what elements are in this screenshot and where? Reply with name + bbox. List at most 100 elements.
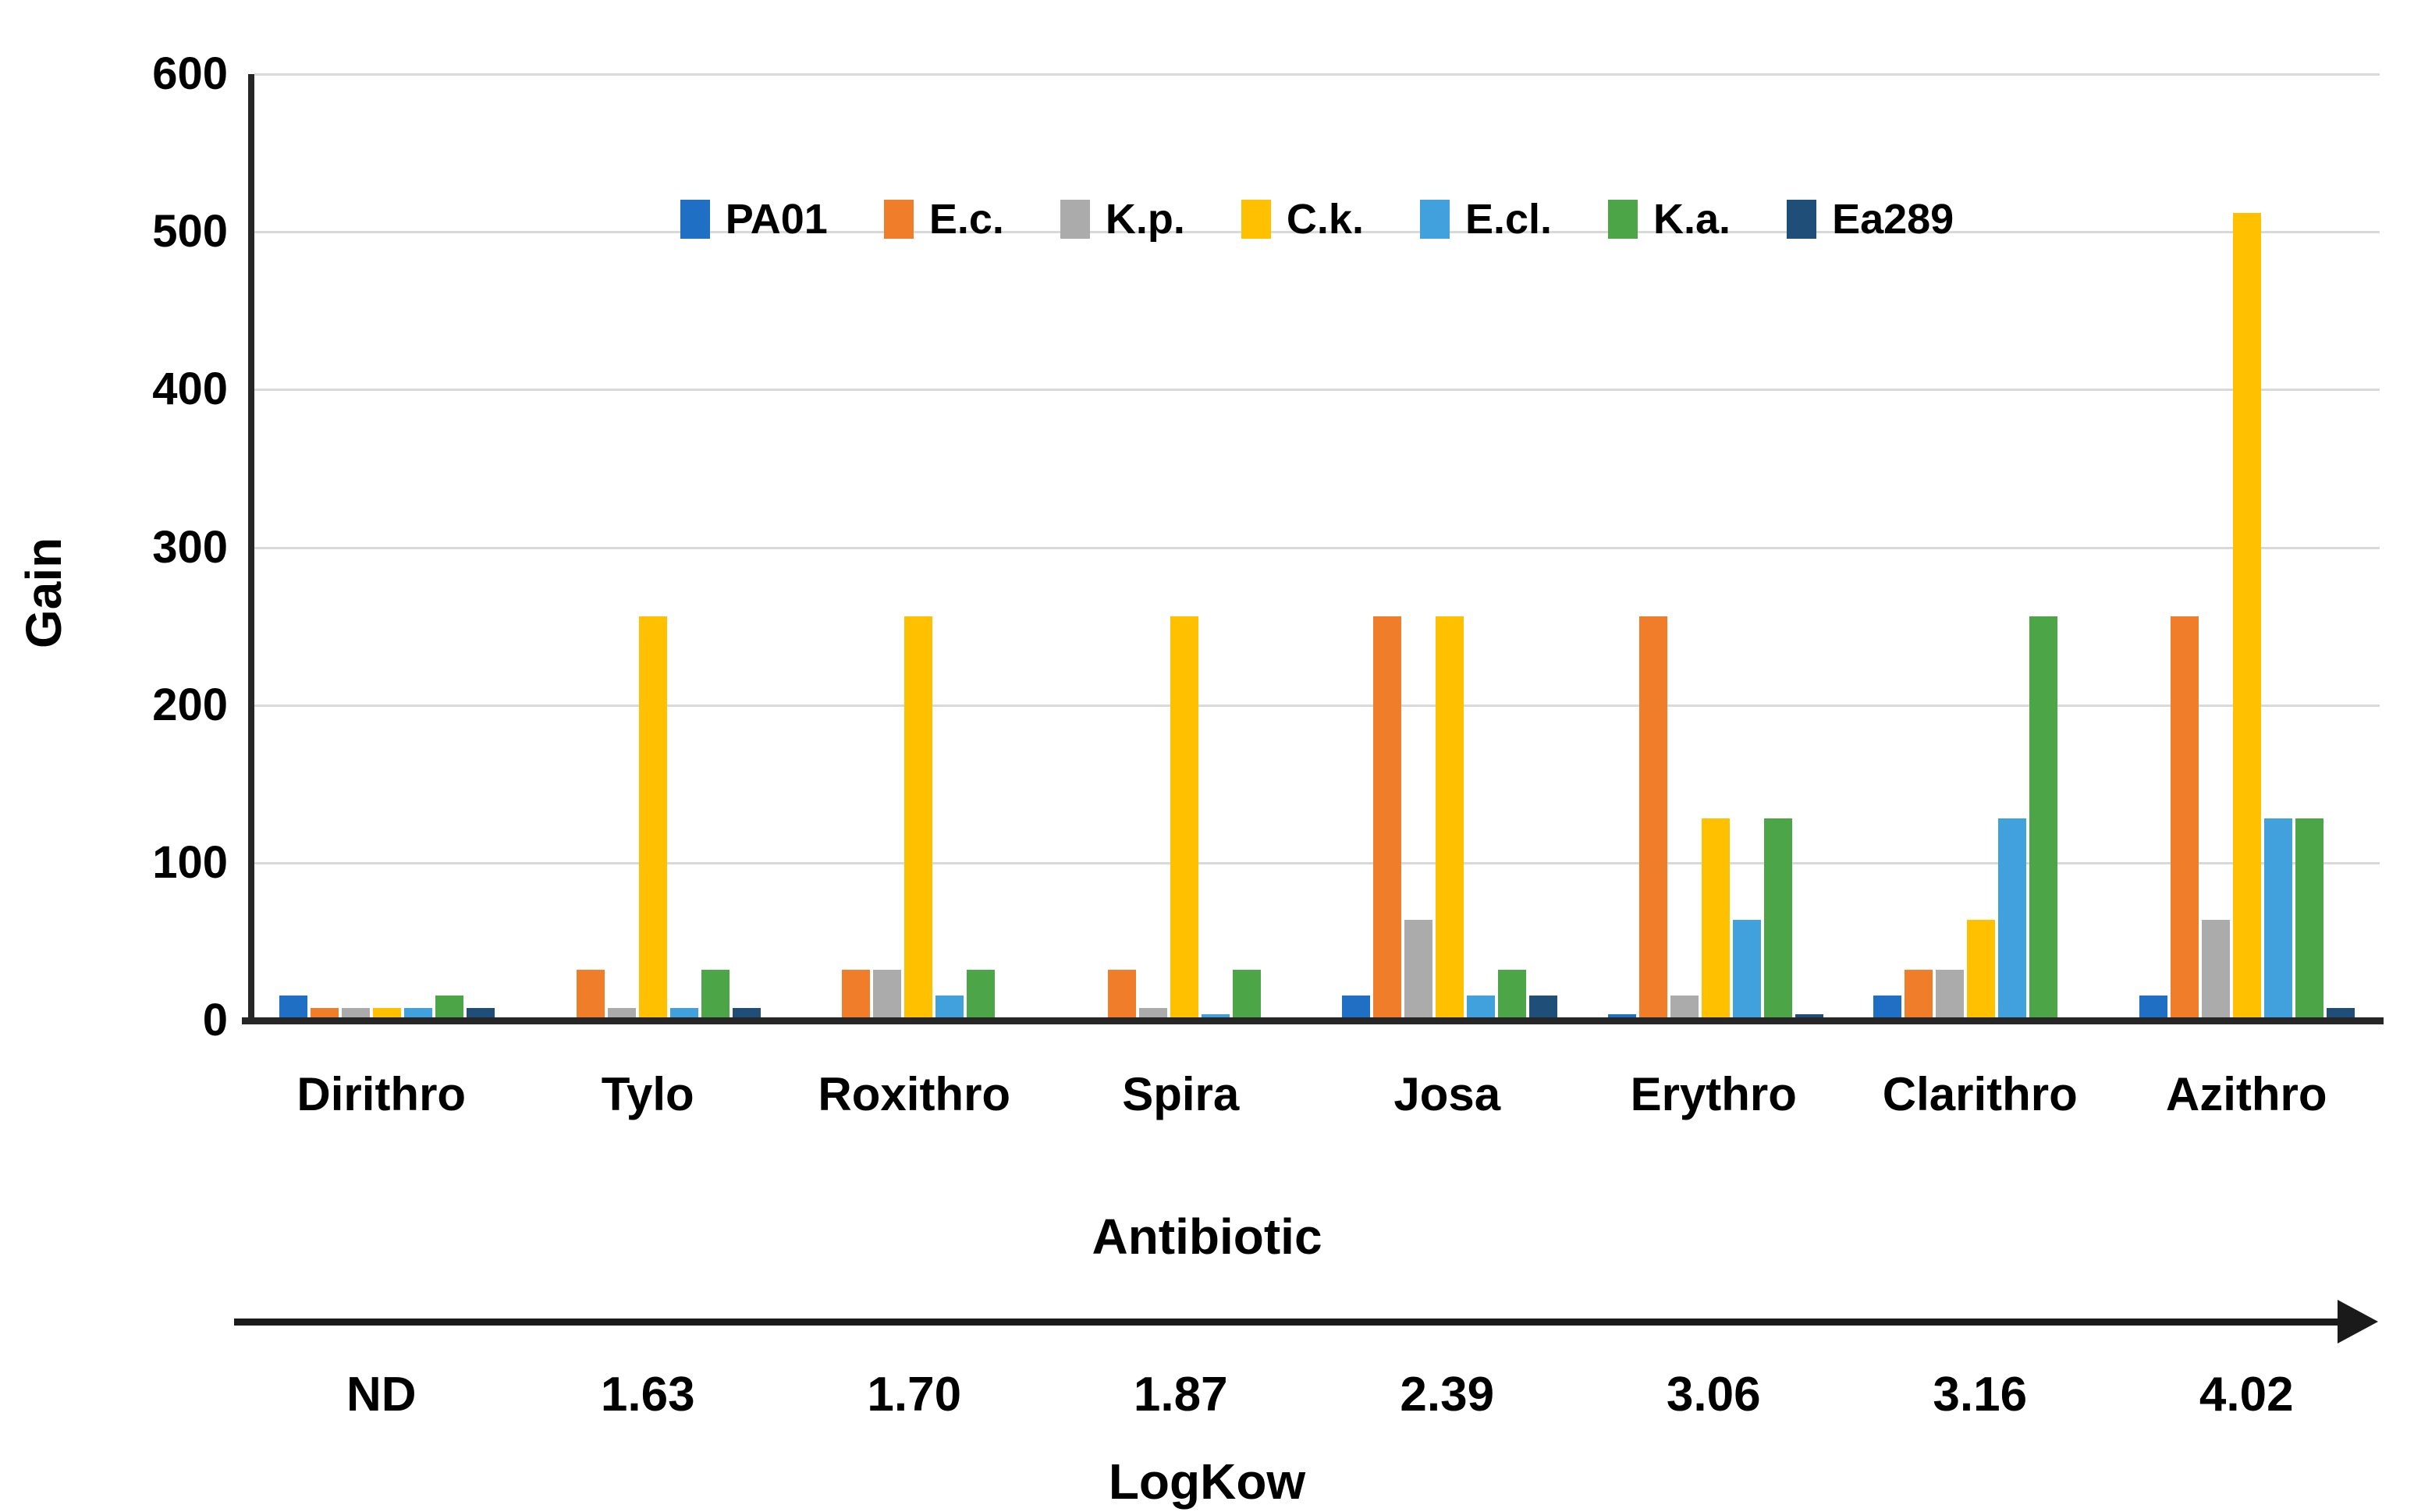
legend-swatch-icon xyxy=(1060,200,1090,239)
category-labels: Dirithro Tylo Roxithro Spira Josa Erythro Clar… xyxy=(248,1067,2380,1121)
bar-ka-clarithro xyxy=(2029,616,2058,1020)
y-tick-label-500: 500 xyxy=(152,206,228,257)
category-label-azithro: Azithro xyxy=(2165,1068,2327,1120)
bar-ecl-dirithro xyxy=(404,1007,433,1020)
category-label-clarithro: Clarithro xyxy=(1882,1068,2078,1120)
legend-item-ec: E.c. xyxy=(883,195,1004,243)
bar-ka-tylo xyxy=(701,970,730,1020)
logkow-value-label: 2.39 xyxy=(1400,1368,1495,1421)
bar-pa01-clarithro xyxy=(1873,995,1902,1020)
bar-kp-spira xyxy=(1138,1007,1167,1020)
bar-kp-clarithro xyxy=(1936,970,1965,1020)
bar-ka-roxithro xyxy=(967,970,996,1020)
bar-ecl-clarithro xyxy=(1998,818,2027,1020)
bar-ea289-tylo xyxy=(732,1007,761,1020)
bar-ecl-roxithro xyxy=(935,995,964,1020)
bar-kp-erythro xyxy=(1670,995,1699,1020)
bar-pa01-azithro xyxy=(2139,995,2167,1020)
y-tick-label-200: 200 xyxy=(152,679,228,730)
legend-item-kp: K.p. xyxy=(1060,195,1185,243)
legend: PA01 E.c. K.p. C.k. E.cl. K.a. Ea289 xyxy=(254,195,2380,243)
bar-pa01-erythro xyxy=(1607,1013,1636,1020)
legend-item-ecl: E.cl. xyxy=(1419,195,1552,243)
bar-ea289-erythro xyxy=(1795,1013,1823,1020)
bar-ec-roxithro xyxy=(842,970,871,1020)
bar-ec-dirithro xyxy=(311,1007,339,1020)
bar-ea289-dirithro xyxy=(467,1007,495,1020)
x-axis-line xyxy=(242,1017,2384,1024)
logkow-value-label: 4.02 xyxy=(2199,1368,2294,1421)
bar-ka-spira xyxy=(1232,970,1261,1020)
bar-ec-erythro xyxy=(1638,616,1667,1020)
logkow-value-labels: ND 1.63 1.70 1.87 2.39 3.06 3.16 4.02 xyxy=(248,1367,2380,1422)
gridline-200 xyxy=(254,704,2380,707)
bar-pa01-dirithro xyxy=(279,995,308,1020)
legend-swatch-icon xyxy=(1787,200,1817,239)
legend-swatch-icon xyxy=(1419,200,1450,239)
bar-ck-erythro xyxy=(1701,818,1730,1020)
category-label-roxithro: Roxithro xyxy=(818,1068,1011,1120)
bar-group-clarithro xyxy=(1848,74,2114,1020)
legend-swatch-icon xyxy=(680,200,710,239)
bar-ka-josa xyxy=(1498,970,1527,1020)
bar-ecl-spira xyxy=(1201,1013,1230,1020)
bar-ec-azithro xyxy=(2170,616,2199,1020)
legend-swatch-icon xyxy=(1241,200,1271,239)
logkow-value-label: 1.70 xyxy=(867,1368,962,1421)
category-label-josa: Josa xyxy=(1393,1068,1501,1120)
bar-group-dirithro xyxy=(254,74,520,1020)
y-tick-label-100: 100 xyxy=(152,836,228,888)
logkow-value-label: 1.87 xyxy=(1133,1368,1228,1421)
legend-swatch-icon xyxy=(1608,200,1638,239)
bar-group-josa xyxy=(1317,74,1583,1020)
logkow-axis-arrow-line xyxy=(234,1319,2341,1326)
plot-area: PA01 E.c. K.p. C.k. E.cl. K.a. Ea289 xyxy=(248,73,2380,1020)
category-label-spira: Spira xyxy=(1122,1068,1240,1120)
y-tick-label-300: 300 xyxy=(152,521,228,573)
bar-ck-azithro xyxy=(2232,212,2261,1020)
bar-group-erythro xyxy=(1583,74,1849,1020)
legend-label: C.k. xyxy=(1286,196,1364,243)
bar-kp-josa xyxy=(1404,919,1433,1020)
bar-ecl-tylo xyxy=(669,1007,698,1020)
gridline-400 xyxy=(254,389,2380,392)
logkow-axis-title: LogKow xyxy=(1108,1453,1306,1510)
logkow-value-label: 1.63 xyxy=(600,1368,695,1421)
legend-swatch-icon xyxy=(883,200,914,239)
y-tick-label-600: 600 xyxy=(152,48,228,99)
logkow-axis-arrowhead-icon xyxy=(2338,1300,2378,1343)
legend-item-ck: C.k. xyxy=(1241,195,1364,243)
bar-ec-spira xyxy=(1107,970,1136,1020)
x-axis-title: Antibiotic xyxy=(1092,1209,1322,1265)
legend-label: Ea289 xyxy=(1832,196,1954,243)
bar-group-tylo xyxy=(520,74,786,1020)
category-label-dirithro: Dirithro xyxy=(296,1068,467,1120)
legend-label: E.c. xyxy=(928,196,1004,243)
legend-label: K.p. xyxy=(1105,196,1185,243)
logkow-value-label: ND xyxy=(346,1368,417,1421)
legend-label: K.a. xyxy=(1653,196,1731,243)
category-label-erythro: Erythro xyxy=(1630,1068,1797,1120)
bar-ck-josa xyxy=(1436,616,1464,1020)
bar-ck-clarithro xyxy=(1967,919,1996,1020)
legend-item-ka: K.a. xyxy=(1608,195,1731,243)
bar-ea289-josa xyxy=(1529,995,1558,1020)
bar-ck-dirithro xyxy=(373,1007,402,1020)
bar-ck-spira xyxy=(1170,616,1198,1020)
bar-pa01-josa xyxy=(1342,995,1371,1020)
bar-ka-erythro xyxy=(1763,818,1792,1020)
gridline-100 xyxy=(254,861,2380,864)
y-axis-ticks: 0 100 200 300 400 500 600 xyxy=(0,0,228,1512)
bar-ck-roxithro xyxy=(904,616,933,1020)
bar-group-spira xyxy=(1052,74,1318,1020)
bar-kp-dirithro xyxy=(342,1007,371,1020)
y-tick-label-400: 400 xyxy=(152,364,228,415)
bar-groups xyxy=(254,74,2380,1020)
bar-ec-tylo xyxy=(576,970,605,1020)
bar-ec-clarithro xyxy=(1905,970,1933,1020)
bar-ecl-erythro xyxy=(1732,919,1761,1020)
bar-ck-tylo xyxy=(638,616,667,1020)
logkow-value-label: 3.06 xyxy=(1666,1368,1761,1421)
gridline-600 xyxy=(254,73,2380,76)
